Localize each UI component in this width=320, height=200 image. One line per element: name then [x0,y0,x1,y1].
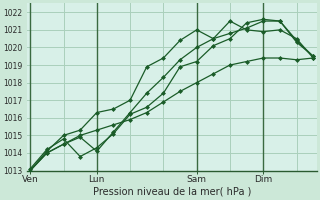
X-axis label: Pression niveau de la mer( hPa ): Pression niveau de la mer( hPa ) [92,187,251,197]
